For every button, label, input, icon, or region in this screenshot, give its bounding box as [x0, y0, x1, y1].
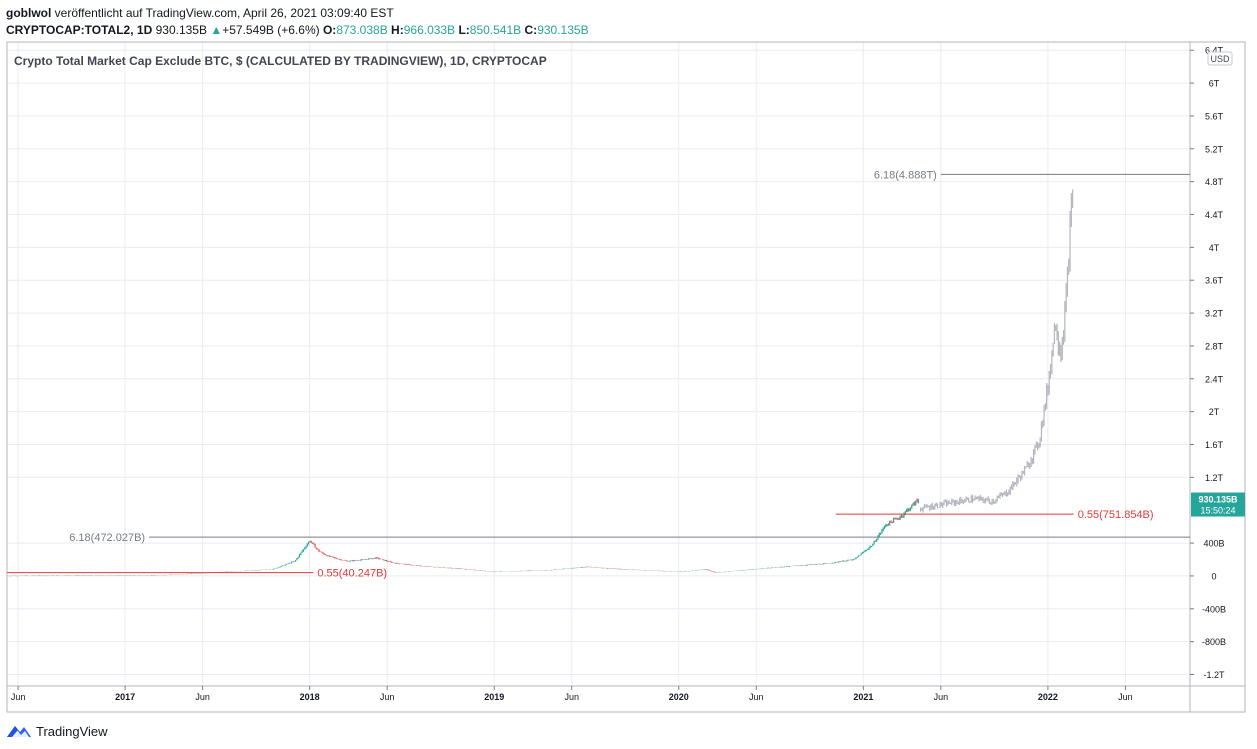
x-tick-label: Jun	[195, 692, 210, 702]
fib-level-label: 6.18(472.027B)	[69, 532, 145, 544]
x-tick-label: 2019	[484, 692, 504, 702]
price-series	[6, 189, 1074, 577]
chart-header: goblwol veröffentlicht auf TradingView.c…	[6, 5, 589, 39]
y-tick-label: 4.4T	[1205, 210, 1224, 220]
close-value: 930.135B	[537, 23, 589, 37]
tradingview-logo-icon	[7, 726, 31, 737]
fib-levels: 6.18(4.888T) 0.55(751.854B) 6.18(472.027B)…	[7, 169, 1190, 580]
y-tick-label: 5.6T	[1205, 111, 1224, 121]
y-tick-label: 2.4T	[1205, 374, 1224, 384]
bar-countdown: 15:50:24	[1200, 506, 1235, 516]
y-tick-label: -800B	[1202, 637, 1226, 647]
y-tick-label: 6T	[1209, 79, 1220, 89]
x-tick-label: Jun	[564, 692, 579, 702]
y-tick-label: 0	[1211, 571, 1216, 581]
price-axis[interactable]: 6.4T 6T 5.6T 5.2T 4.8T 4.4T 4T 3.6T 3.2T 2.8T 2.4T…	[1190, 46, 1226, 680]
tradingview-branding[interactable]: TradingView	[6, 721, 108, 741]
high-label: H:	[391, 23, 404, 37]
low-value: 850.541B	[469, 23, 522, 37]
x-tick-label: Jun	[934, 692, 949, 702]
close-label: C:	[524, 23, 538, 37]
last-value: 930.135B	[155, 23, 207, 37]
change-arrow-icon: ▲	[210, 23, 223, 37]
open-label: O:	[322, 23, 337, 37]
currency-badge-label: USD	[1210, 54, 1230, 64]
y-tick-label: 5.2T	[1205, 144, 1224, 154]
currency-badge[interactable]: USD	[1207, 51, 1233, 66]
x-tick-label: 2021	[853, 692, 873, 702]
y-tick-label: 3.6T	[1205, 276, 1224, 286]
y-tick-label: 2T	[1209, 407, 1220, 417]
y-tick-label: 1.6T	[1205, 440, 1224, 450]
y-tick-label: 4.8T	[1205, 177, 1224, 187]
y-tick-label: 400B	[1203, 539, 1224, 549]
y-tick-label: 2.8T	[1205, 341, 1224, 351]
chart-grid	[7, 42, 1190, 686]
x-tick-label: Jun	[11, 692, 26, 702]
y-tick-label: -400B	[1202, 604, 1226, 614]
chart-border	[6, 41, 1246, 713]
x-tick-label: Jun	[1118, 692, 1133, 702]
x-tick-label: 2017	[115, 692, 135, 702]
tradingview-wordmark: TradingView	[36, 723, 108, 739]
y-tick-label: 6.4T	[1205, 46, 1224, 56]
fib-level-label: 0.55(40.247B)	[317, 568, 387, 580]
x-tick-label: 2018	[300, 692, 320, 702]
last-price-value: 930.135B	[1198, 495, 1238, 505]
high-value: 966.033B	[403, 23, 456, 37]
y-tick-label: -1.2T	[1203, 670, 1225, 680]
change-value: +57.549B (+6.6%)	[222, 23, 320, 37]
chart-frame	[6, 41, 1246, 713]
x-tick-label: 2022	[1038, 692, 1058, 702]
fib-level-label: 0.55(751.854B)	[1078, 509, 1154, 521]
x-tick-label: Jun	[749, 692, 764, 702]
x-tick-label: Jun	[380, 692, 395, 702]
symbol-label[interactable]: CRYPTOCAP:TOTAL2, 1D	[6, 23, 153, 37]
y-tick-label: 4T	[1209, 243, 1220, 253]
author-name[interactable]: goblwol	[6, 6, 52, 20]
time-axis[interactable]: Jun 2017 Jun 2018 Jun 2019 Jun 2020 Jun 2021 Jun 20…	[11, 686, 1133, 702]
fib-level-label: 6.18(4.888T)	[874, 169, 937, 181]
x-tick-label: 2020	[669, 692, 689, 702]
chart-title: Crypto Total Market Cap Exclude BTC, $ (…	[14, 54, 547, 68]
publish-info: veröffentlicht auf TradingView.com, Apri…	[51, 6, 394, 20]
y-tick-label: 1.2T	[1205, 473, 1224, 483]
y-tick-label: 3.2T	[1205, 309, 1224, 319]
open-value: 873.038B	[336, 23, 388, 37]
last-price-box	[1191, 492, 1245, 517]
low-label: L:	[458, 23, 470, 37]
